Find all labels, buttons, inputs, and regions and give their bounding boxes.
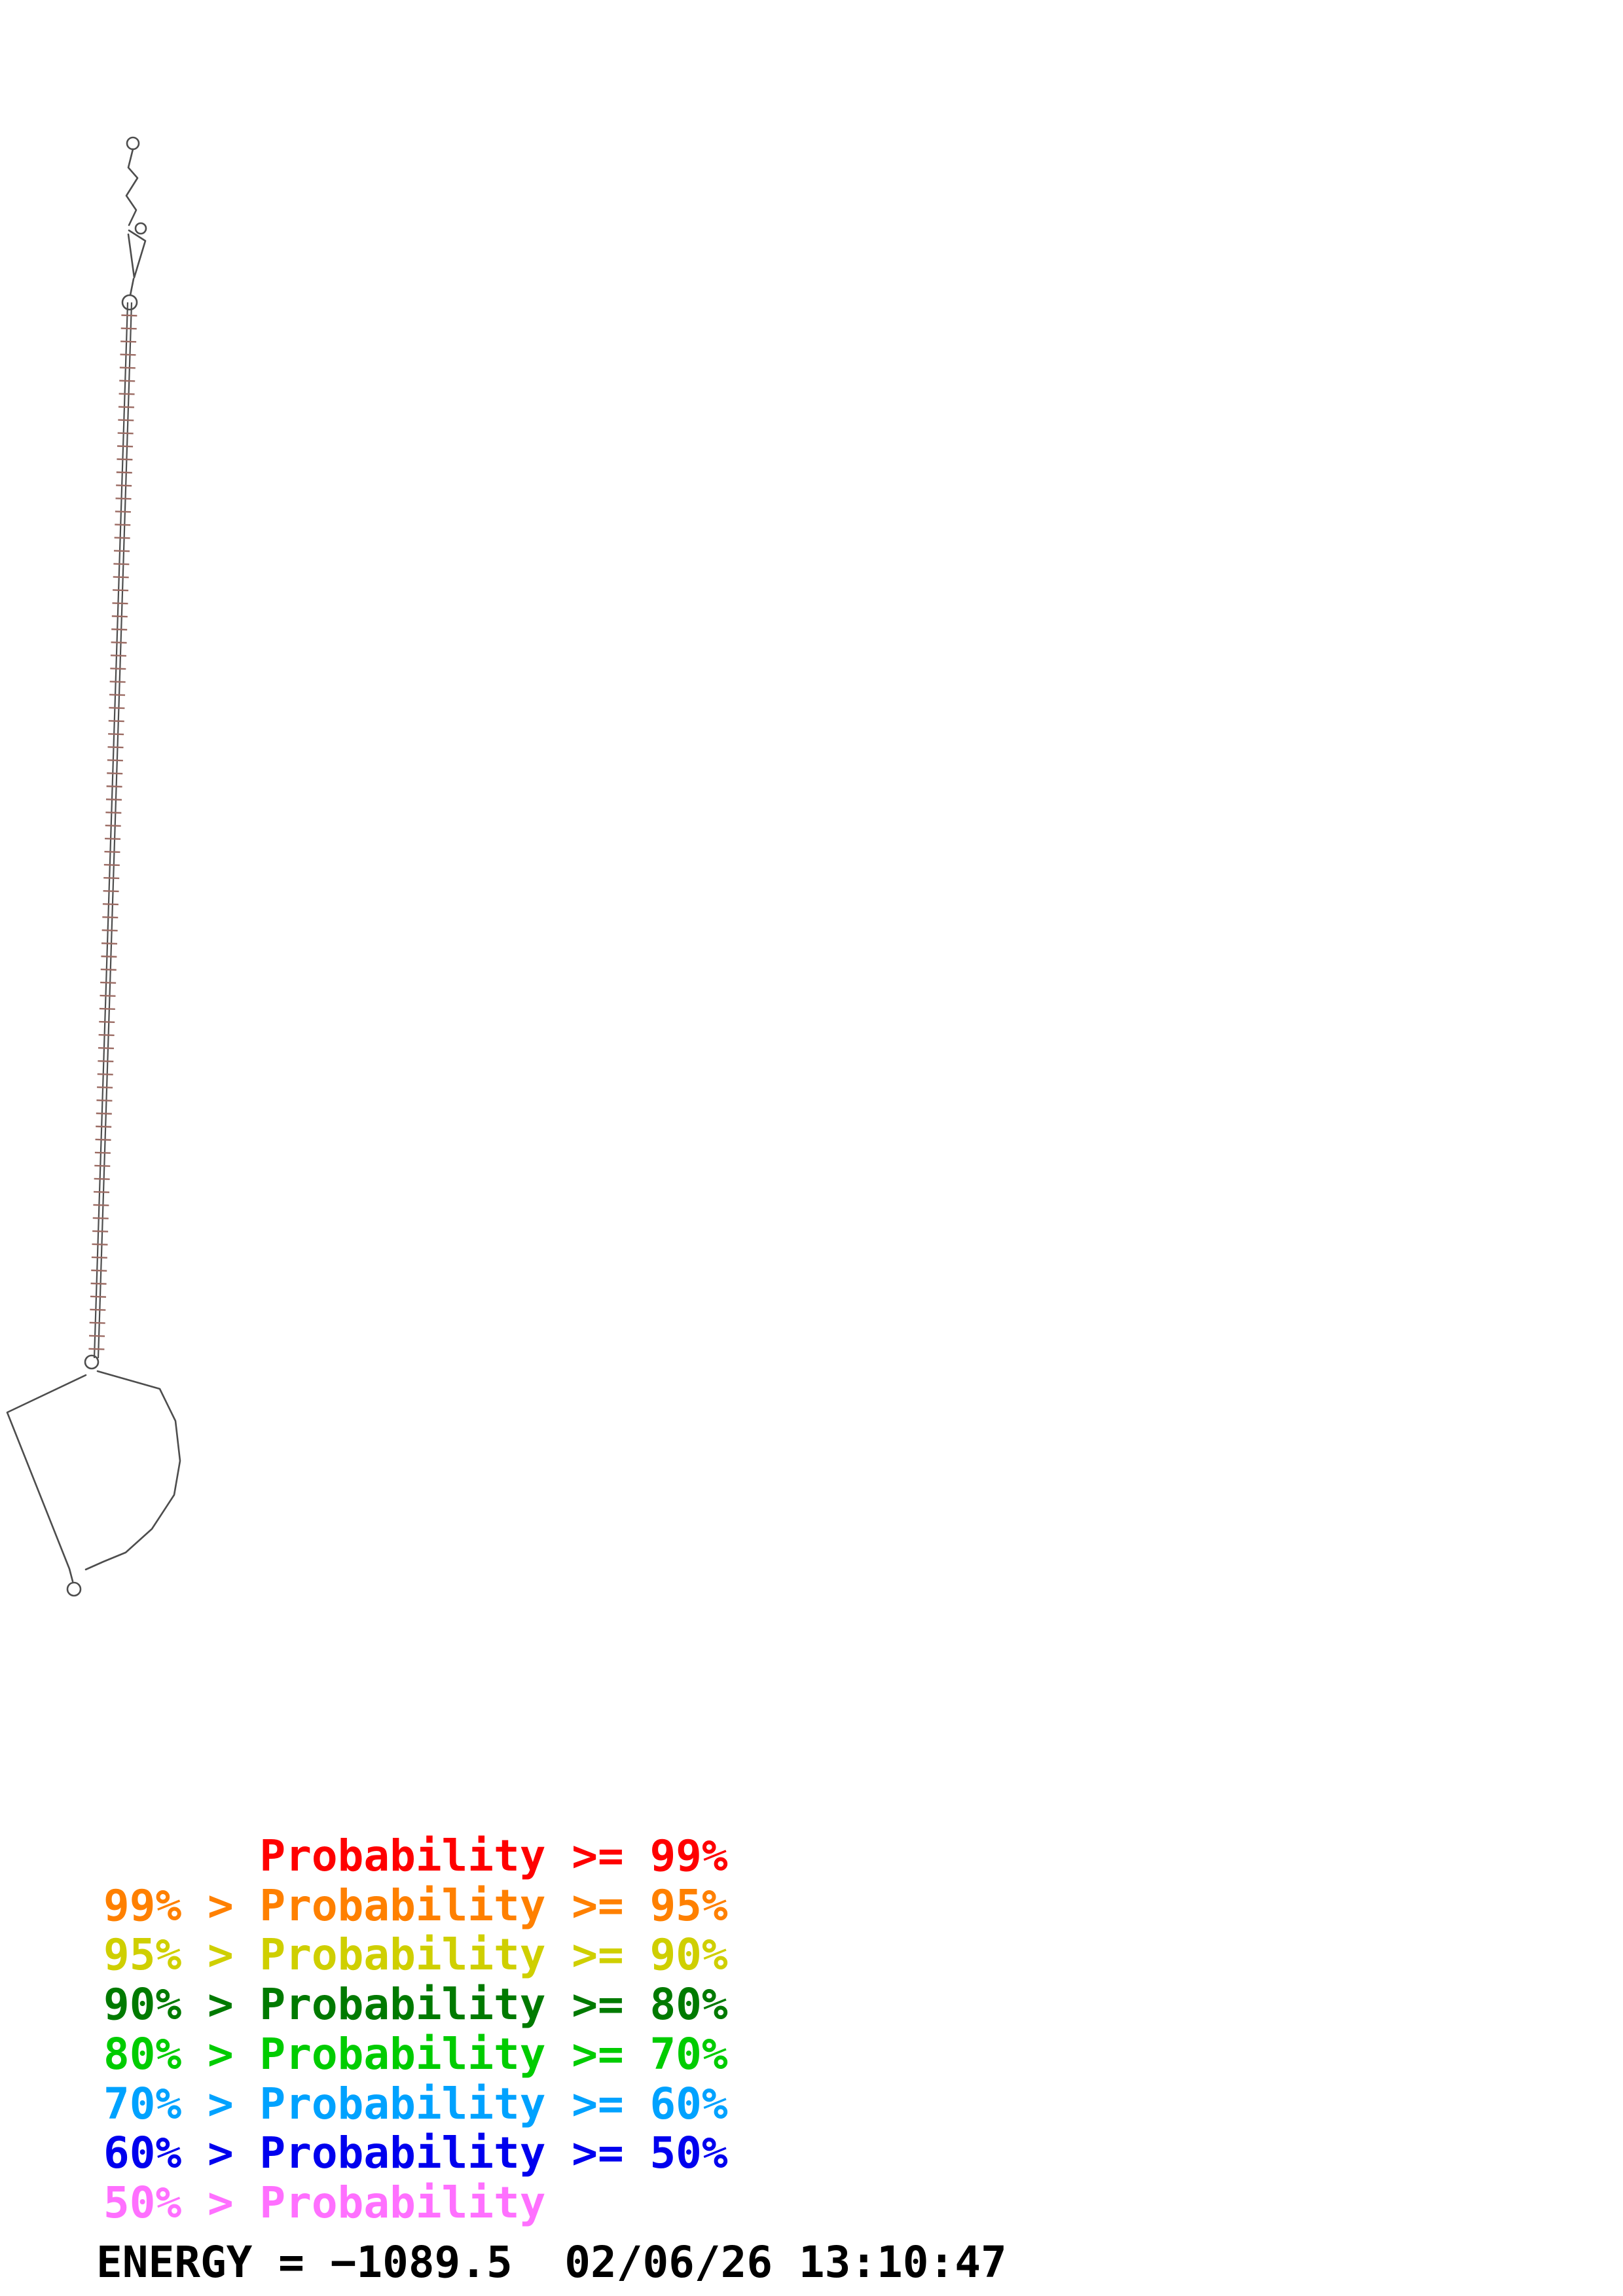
legend-entry-60: 70% > Probability >= 60%: [103, 2078, 728, 2129]
energy-readout: ENERGY = −1089.5 02/06/26 13:10:47: [96, 2237, 1007, 2287]
legend-entry-below-50: 50% > Probability: [103, 2177, 546, 2228]
legend-entry-70: 80% > Probability >= 70%: [103, 2028, 728, 2079]
legend-entry-50: 60% > Probability >= 50%: [103, 2128, 728, 2179]
probability-legend: Probability >= 99% 99% > Probability >= …: [103, 1831, 728, 2228]
legend-entry-95: 99% > Probability >= 95%: [103, 1880, 728, 1931]
legend-entry-99: Probability >= 99%: [103, 1831, 728, 1881]
legend-entry-90: 95% > Probability >= 90%: [103, 1929, 728, 1981]
legend-entry-80: 90% > Probability >= 80%: [103, 1979, 728, 2030]
